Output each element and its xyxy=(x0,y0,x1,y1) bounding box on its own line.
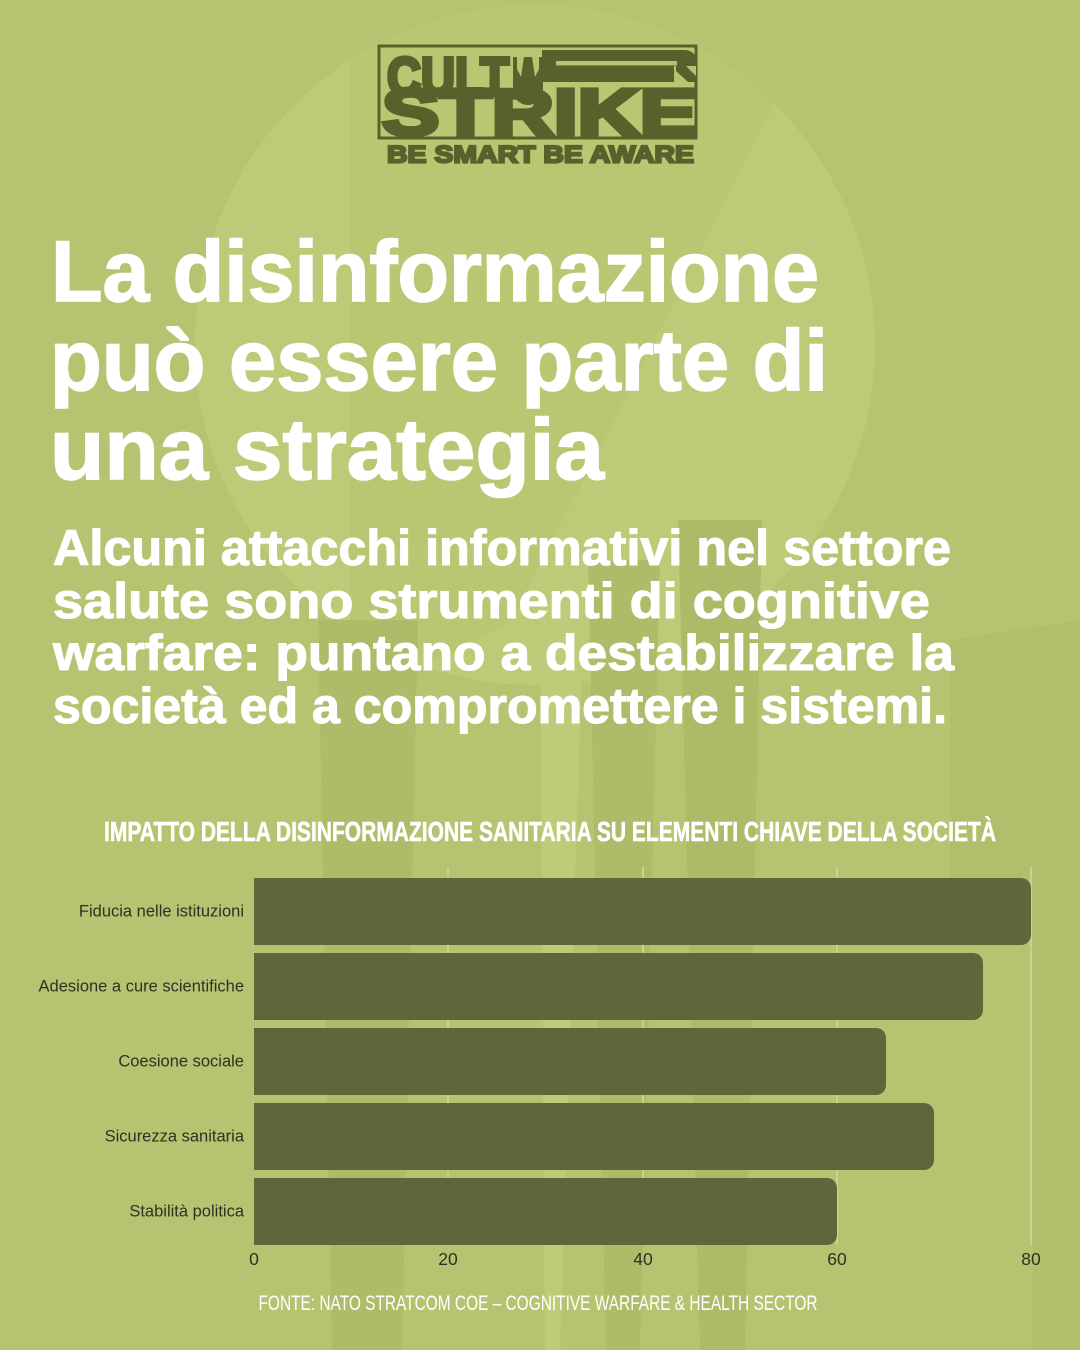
svg-text:Alcuni attacchi informativi ne: Alcuni attacchi informativi nel settore xyxy=(53,520,951,576)
svg-text:80: 80 xyxy=(1021,1249,1041,1269)
svg-text:CULT: CULT xyxy=(387,47,509,107)
svg-text:FONTE: NATO STRATCOM COE – COG: FONTE: NATO STRATCOM COE – COGNITIVE WAR… xyxy=(259,1292,818,1315)
svg-text:60: 60 xyxy=(827,1249,847,1269)
svg-text:BE SMART BE AWARE: BE SMART BE AWARE xyxy=(387,142,694,169)
svg-text:0: 0 xyxy=(249,1249,259,1269)
svg-text:Stabilità politica: Stabilità politica xyxy=(129,1203,244,1221)
svg-text:società ed a compromettere i s: società ed a compromettere i sistemi. xyxy=(53,678,947,734)
svg-text:La disinformazione: La disinformazione xyxy=(51,224,819,320)
svg-text:40: 40 xyxy=(633,1249,653,1269)
svg-text:salute sono strumenti di cogni: salute sono strumenti di cognitive xyxy=(53,573,930,629)
svg-text:Adesione a cure scientifiche: Adesione a cure scientifiche xyxy=(39,978,244,996)
svg-text:può essere parte di: può essere parte di xyxy=(50,313,828,409)
svg-text:IMPATTO DELLA DISINFORMAZIONE: IMPATTO DELLA DISINFORMAZIONE SANITARIA … xyxy=(104,816,996,847)
svg-text:warfare: puntano a destabilizz: warfare: puntano a destabilizzare la xyxy=(52,625,955,681)
svg-text:STRIKE: STRIKE xyxy=(382,75,697,149)
svg-text:una strategia: una strategia xyxy=(50,402,605,498)
svg-text:Coesione sociale: Coesione sociale xyxy=(118,1053,244,1071)
svg-text:Sicurezza sanitaria: Sicurezza sanitaria xyxy=(105,1128,245,1146)
svg-text:Fiducia nelle istituzioni: Fiducia nelle istituzioni xyxy=(79,903,244,921)
svg-text:20: 20 xyxy=(438,1249,458,1269)
